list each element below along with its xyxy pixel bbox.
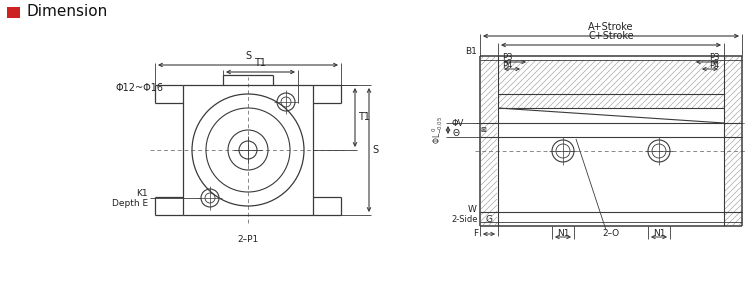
Text: G: G <box>486 215 493 224</box>
Text: A+Stroke: A+Stroke <box>588 22 634 32</box>
Text: C+Stroke: C+Stroke <box>588 31 634 41</box>
Text: W: W <box>468 204 477 213</box>
Text: Φ12~Φ16: Φ12~Φ16 <box>115 83 163 93</box>
Text: F: F <box>472 229 478 238</box>
Text: P3: P3 <box>710 54 720 63</box>
Text: Depth E: Depth E <box>112 198 148 207</box>
Text: N1: N1 <box>652 229 665 238</box>
Text: Θ: Θ <box>452 128 460 137</box>
Text: 2–O: 2–O <box>602 229 619 238</box>
Bar <box>7 7 20 18</box>
Text: K1: K1 <box>136 189 148 198</box>
Text: 2–P1: 2–P1 <box>237 235 259 244</box>
Text: ⊠: ⊠ <box>480 127 486 133</box>
Text: S: S <box>372 145 378 155</box>
Text: P4: P4 <box>710 60 720 69</box>
Text: ΦL$^{\ 0}_{-0.05}$: ΦL$^{\ 0}_{-0.05}$ <box>430 116 445 144</box>
Text: B1: B1 <box>465 46 477 55</box>
Text: Dimension: Dimension <box>26 4 107 19</box>
Text: N1: N1 <box>556 229 569 238</box>
Text: P3: P3 <box>502 54 512 63</box>
Text: P4: P4 <box>502 60 512 69</box>
Text: S: S <box>245 51 251 61</box>
Text: T1: T1 <box>358 113 370 122</box>
Text: T1: T1 <box>254 58 266 68</box>
Text: ΦV: ΦV <box>452 119 464 128</box>
Text: 2-Side: 2-Side <box>452 215 478 224</box>
